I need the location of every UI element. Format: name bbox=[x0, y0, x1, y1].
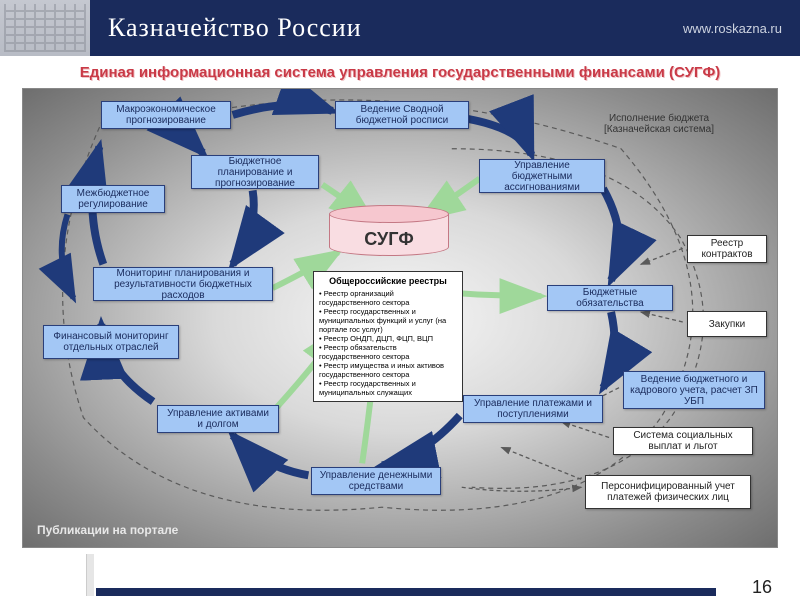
node-n6: Мониторинг планирования и результативнос… bbox=[93, 267, 273, 301]
register-item: • Реестр государственных и муниципальных… bbox=[319, 379, 457, 397]
registers-panel: Общероссийские реестры • Реестр организа… bbox=[313, 271, 463, 402]
node-n14: Закупки bbox=[687, 311, 767, 337]
node-n1: Макроэкономическое прогнозирование bbox=[101, 101, 231, 129]
node-n5: Управление бюджетными ассигнованиями bbox=[479, 159, 605, 193]
node-n3: Межбюджетное регулирование bbox=[61, 185, 165, 213]
sugf-label: СУГФ bbox=[329, 229, 449, 250]
page-bottom-bar bbox=[96, 588, 716, 596]
building-thumbnail bbox=[0, 0, 90, 56]
register-item: • Реестр ОНДП, ДЦП, ФЦП, ВЦП bbox=[319, 334, 457, 343]
node-n4: Бюджетное планирование и прогнозирование bbox=[191, 155, 319, 189]
registers-list: • Реестр организаций государственного се… bbox=[319, 289, 457, 397]
node-n10: Управление платежами и поступлениями bbox=[463, 395, 603, 423]
sugf-cylinder: СУГФ bbox=[329, 205, 449, 259]
header-title: Казначейство России bbox=[108, 13, 362, 43]
page-title: Единая информационная система управления… bbox=[0, 56, 800, 85]
page-side-bar bbox=[86, 554, 94, 596]
node-n11: Управление денежными средствами bbox=[311, 467, 441, 495]
footer-label: Публикации на портале bbox=[37, 523, 178, 537]
node-n8: Бюджетные обязательства bbox=[547, 285, 673, 311]
page-number: 16 bbox=[752, 577, 772, 598]
node-n7: Финансовый мониторинг отдельных отраслей bbox=[43, 325, 179, 359]
node-n13: Реестр контрактов bbox=[687, 235, 767, 263]
node-n9: Управление активами и долгом bbox=[157, 405, 279, 433]
register-item: • Реестр обязательств государственного с… bbox=[319, 343, 457, 361]
annotation-treasury: Исполнение бюджета[Казначейская система] bbox=[579, 113, 739, 135]
header-bar: Казначейство России www.roskazna.ru bbox=[0, 0, 800, 56]
node-n16: Персонифицированный учет платежей физиче… bbox=[585, 475, 751, 509]
register-item: • Реестр организаций государственного се… bbox=[319, 289, 457, 307]
node-n15: Система социальных выплат и льгот bbox=[613, 427, 753, 455]
register-item: • Реестр государственных и муниципальных… bbox=[319, 307, 457, 334]
registers-title: Общероссийские реестры bbox=[319, 276, 457, 287]
node-n12: Ведение бюджетного и кадрового учета, ра… bbox=[623, 371, 765, 409]
node-n2: Ведение Сводной бюджетной росписи bbox=[335, 101, 469, 129]
diagram-canvas: СУГФ Общероссийские реестры • Реестр орг… bbox=[22, 88, 778, 548]
header-url: www.roskazna.ru bbox=[683, 21, 782, 36]
register-item: • Реестр имущества и иных активов госуда… bbox=[319, 361, 457, 379]
